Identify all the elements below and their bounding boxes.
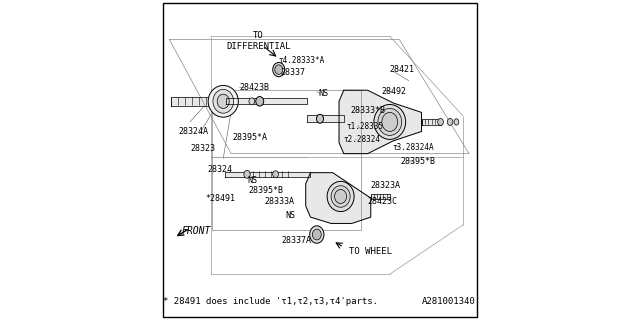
Ellipse shape — [378, 108, 402, 135]
Text: 28324: 28324 — [207, 165, 232, 174]
Text: 28421: 28421 — [390, 65, 415, 74]
Text: 28395*B: 28395*B — [401, 157, 436, 166]
Text: τ3.28324A: τ3.28324A — [393, 143, 435, 152]
Text: 28423B: 28423B — [239, 83, 269, 92]
Text: A281001340: A281001340 — [422, 297, 476, 306]
Ellipse shape — [208, 85, 238, 117]
Polygon shape — [371, 194, 390, 199]
Ellipse shape — [331, 186, 350, 207]
Ellipse shape — [335, 189, 347, 204]
Text: τ1.28335: τ1.28335 — [347, 122, 384, 131]
Ellipse shape — [454, 119, 459, 125]
Ellipse shape — [249, 98, 255, 105]
Text: 28423C: 28423C — [367, 197, 397, 206]
Ellipse shape — [244, 170, 250, 178]
Polygon shape — [171, 97, 227, 106]
Text: τ2.28324: τ2.28324 — [344, 135, 381, 144]
Text: τ4.28333*A: τ4.28333*A — [279, 56, 325, 65]
Ellipse shape — [312, 229, 321, 240]
Ellipse shape — [275, 65, 283, 74]
Polygon shape — [227, 99, 307, 104]
Polygon shape — [339, 90, 422, 154]
Ellipse shape — [217, 94, 229, 108]
Text: FRONT: FRONT — [182, 226, 211, 236]
Text: 28395*A: 28395*A — [233, 133, 268, 142]
Text: 28492: 28492 — [382, 87, 407, 96]
Text: * 28491 does include 'τ1,τ2,τ3,τ4'parts.: * 28491 does include 'τ1,τ2,τ3,τ4'parts. — [163, 297, 378, 306]
Text: 28395*B: 28395*B — [248, 186, 284, 195]
Text: NS: NS — [285, 211, 295, 220]
Text: 28324A: 28324A — [179, 127, 209, 136]
Ellipse shape — [317, 114, 323, 123]
Polygon shape — [422, 119, 440, 125]
Ellipse shape — [273, 171, 278, 178]
Text: TO
DIFFERENTIAL: TO DIFFERENTIAL — [226, 31, 291, 51]
Ellipse shape — [382, 112, 397, 132]
Text: 28333*B: 28333*B — [350, 106, 385, 115]
Ellipse shape — [374, 105, 406, 140]
Text: NS: NS — [247, 176, 257, 185]
Ellipse shape — [256, 97, 264, 106]
Text: *28491: *28491 — [206, 194, 236, 203]
Ellipse shape — [447, 118, 453, 125]
Text: 28323A: 28323A — [371, 181, 401, 190]
Text: 28337A: 28337A — [282, 236, 312, 245]
Text: 28333A: 28333A — [264, 197, 294, 206]
Polygon shape — [307, 115, 344, 122]
Text: TO WHEEL: TO WHEEL — [349, 247, 392, 257]
Text: NS: NS — [319, 89, 328, 98]
Ellipse shape — [438, 118, 444, 125]
Text: 28323: 28323 — [190, 144, 215, 153]
Ellipse shape — [327, 181, 354, 212]
Polygon shape — [225, 172, 310, 177]
Polygon shape — [306, 173, 371, 223]
Ellipse shape — [273, 62, 285, 77]
Ellipse shape — [213, 89, 234, 113]
Text: 28337: 28337 — [280, 68, 305, 77]
Ellipse shape — [310, 226, 324, 243]
